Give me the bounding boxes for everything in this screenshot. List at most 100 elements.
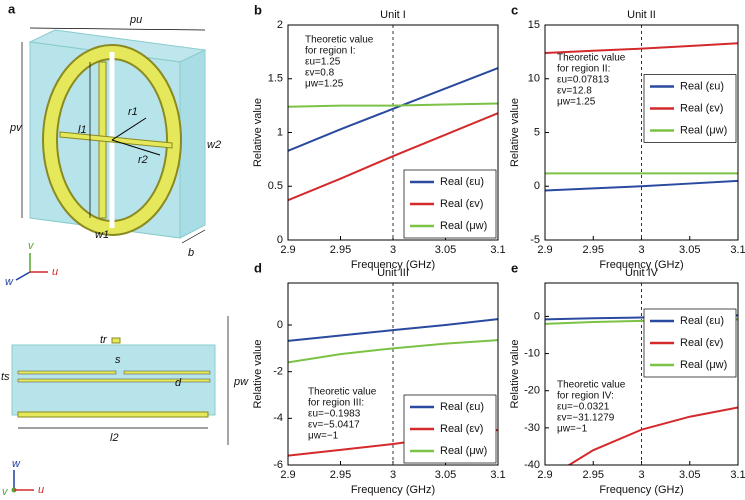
axis-label: u [38,484,44,496]
annotation: Theoretic value [557,53,626,64]
legend-label: Real (εv) [680,337,723,349]
y-tick-label: 0 [534,180,540,192]
x-axis-label: Frequency (GHz) [599,484,683,496]
annotation: for region II: [557,64,610,75]
dim-label: pv [9,122,23,134]
axis-label: v [2,486,9,498]
legend-label: Real (εu) [440,176,484,188]
y-axis-label: Relative value [252,339,264,408]
y-tick-label: -6 [273,459,283,471]
annotation: εu=−0.0321 [557,402,610,413]
y-tick-label: 0 [277,319,283,331]
legend-label: Real (εv) [440,198,483,210]
annotation: εu=0.07813 [557,75,609,86]
y-tick-label: -2 [273,366,283,378]
y-tick-label: -5 [530,234,540,246]
series-line [288,318,498,342]
x-axis-label: Frequency (GHz) [351,484,435,496]
panel-letter: c [511,2,518,17]
x-tick-label: 2.9 [537,469,552,481]
x-tick-label: 3.1 [730,244,745,256]
x-tick-label: 2.95 [330,469,351,481]
y-tick-label: 15 [528,19,540,31]
axis-label: u [52,266,58,278]
y-tick-label: 0.5 [268,180,283,192]
x-tick-label: 2.95 [330,244,351,256]
chart-title: Unit III [377,267,409,279]
y-tick-label: 5 [534,126,540,138]
series-line [288,102,498,108]
legend-label: Real (εv) [440,423,483,435]
y-axis-label: Relative value [509,98,521,167]
x-tick-label: 2.95 [583,244,604,256]
annotation: εu=−0.1983 [308,409,361,420]
annotation: μw=1.25 [557,97,596,108]
y-tick-label: 0 [534,310,540,322]
annotation: εv=−31.1279 [557,413,615,424]
r1-arrow [111,117,147,141]
x-tick-label: 3.05 [679,244,700,256]
legend-label: Real (μw) [680,124,727,136]
dim-label: w1 [95,229,109,241]
x-tick-label: 3.1 [490,469,505,481]
dim-label: l1 [78,124,87,136]
y-axis-label: Relative value [252,98,264,167]
x-tick-label: 2.95 [583,469,604,481]
chart-title: Unit IV [625,267,659,279]
x-tick-label: 3 [638,469,644,481]
y-tick-label: 1 [277,126,283,138]
annotation: for region IV: [557,391,614,402]
annotation: εv=−5.0417 [308,420,360,431]
annotation: for region III: [308,398,364,409]
pu-dim [29,27,206,31]
x-tick-label: 2.9 [280,244,295,256]
annotation: Theoretic value [557,380,626,391]
legend-label: Real (μw) [440,220,487,232]
panel-letter: b [254,2,262,17]
dim-label: b [188,247,194,259]
dim-label: s [115,354,121,366]
dim-label: d [175,377,182,389]
dim-label: tr [100,334,108,346]
y-tick-label: -20 [524,385,540,397]
y-tick-label: -30 [524,422,540,434]
y-tick-label: 0 [277,234,283,246]
axis-w [15,271,31,281]
x-tick-label: 3.05 [679,469,700,481]
legend-label: Real (εv) [680,102,723,114]
dim-label: r2 [138,154,148,166]
series-line [288,112,498,202]
series-line [288,67,498,152]
axis-label: w [12,458,21,470]
annotation: Theoretic value [308,387,377,398]
chart-title: Unit II [627,9,656,21]
x-tick-label: 3.1 [490,244,505,256]
unit-cell-diagram: a pu pv l1 r1 r2 w2 w1 b v w u [1,1,249,497]
series-line [545,179,738,192]
b-dim [181,229,206,244]
legend-label: Real (εu) [680,80,724,92]
x-tick-label: 3.05 [435,469,456,481]
panel-letter: a [8,1,16,16]
plot-frame [287,24,499,241]
annotation: μw=−1 [308,431,339,442]
axis-label: v [28,240,35,252]
x-tick-label: 3 [390,469,396,481]
y-tick-label: -4 [273,412,283,424]
annotation: εv=0.8 [305,68,335,79]
strip [123,370,211,375]
box-side [179,49,206,239]
annotation: εv=12.8 [557,86,592,97]
x-tick-label: 3 [390,244,396,256]
r2-arrow [111,139,161,156]
panel-letter: e [511,260,518,275]
dim-label: l2 [110,432,119,444]
dim-label: pu [129,14,142,26]
series-line [545,42,738,54]
plot-frame [287,282,499,466]
annotation: μw=−1 [557,424,588,435]
x-axis-label: Frequency (GHz) [599,259,683,271]
series-line [567,406,738,465]
horizontal-strip [59,131,173,149]
